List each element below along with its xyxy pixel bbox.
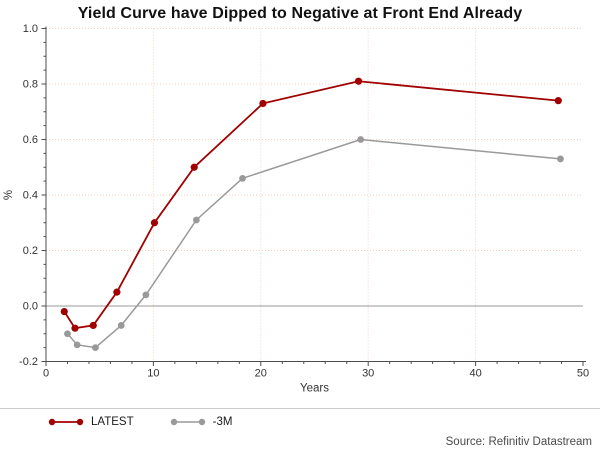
data-point: [117, 322, 125, 329]
svg-text:10: 10: [147, 368, 159, 380]
source-note: Source: Refinitiv Datastream: [445, 436, 592, 448]
series--3m: [64, 136, 564, 352]
svg-text:-0.2: -0.2: [19, 356, 38, 368]
legend: LATEST -3M: [48, 416, 232, 428]
data-point: [239, 174, 246, 182]
data-point: [357, 136, 365, 143]
data-point: [557, 155, 564, 163]
svg-text:20: 20: [255, 368, 267, 380]
data-point: [150, 219, 159, 227]
data-point: [259, 99, 267, 108]
minus-3m-series-swatch-icon: [170, 418, 205, 426]
svg-text:50: 50: [577, 368, 589, 380]
legend-label-latest: LATEST: [91, 416, 134, 428]
latest-series-swatch-icon: [48, 418, 84, 426]
chart-title: Yield Curve have Dipped to Negative at F…: [77, 5, 523, 22]
footer-divider: [0, 408, 600, 409]
tick-labels: 0 10 20 30 40 50 -0.2 0.0 0.2 0.4 0.6 0.8 1.0: [19, 23, 589, 380]
svg-text:0: 0: [43, 368, 49, 380]
data-point: [113, 288, 121, 296]
svg-text:0.6: 0.6: [23, 134, 38, 146]
data-point: [554, 97, 562, 105]
y-axis-label: %: [3, 190, 15, 200]
series-latest: [60, 77, 562, 332]
axes: [45, 26, 586, 362]
legend-item-latest: LATEST: [48, 416, 134, 428]
data-point: [60, 307, 68, 316]
data-point: [71, 324, 79, 332]
data-point: [192, 216, 200, 224]
svg-text:0.0: 0.0: [23, 301, 38, 313]
plot-area: 0 10 20 30 40 50 -0.2 0.0 0.2 0.4 0.6 0.8 1.0 Years%: [3, 23, 589, 395]
data-point: [64, 330, 71, 338]
svg-text:40: 40: [469, 368, 481, 380]
gridlines: [46, 28, 583, 362]
data-point: [92, 344, 99, 352]
data-point: [73, 341, 81, 349]
svg-text:0.2: 0.2: [23, 245, 38, 257]
data-point: [354, 77, 363, 85]
svg-text:0.4: 0.4: [23, 190, 38, 202]
data-point: [142, 291, 150, 299]
tick-marks: [41, 28, 584, 366]
svg-text:1.0: 1.0: [23, 23, 38, 35]
svg-text:30: 30: [362, 368, 374, 380]
x-axis-label: Years: [300, 383, 329, 395]
data-point: [190, 163, 198, 171]
data-point: [89, 321, 97, 330]
legend-item-3m: -3M: [170, 416, 233, 428]
legend-label-3m: -3M: [212, 416, 233, 428]
svg-text:0.8: 0.8: [23, 79, 38, 91]
